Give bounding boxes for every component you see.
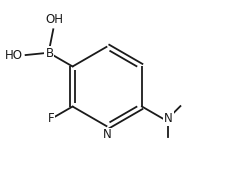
Text: N: N	[164, 112, 173, 125]
Text: N: N	[103, 128, 112, 142]
Text: B: B	[45, 47, 54, 60]
Text: OH: OH	[45, 13, 63, 26]
Text: F: F	[48, 112, 55, 125]
Text: HO: HO	[5, 49, 23, 62]
